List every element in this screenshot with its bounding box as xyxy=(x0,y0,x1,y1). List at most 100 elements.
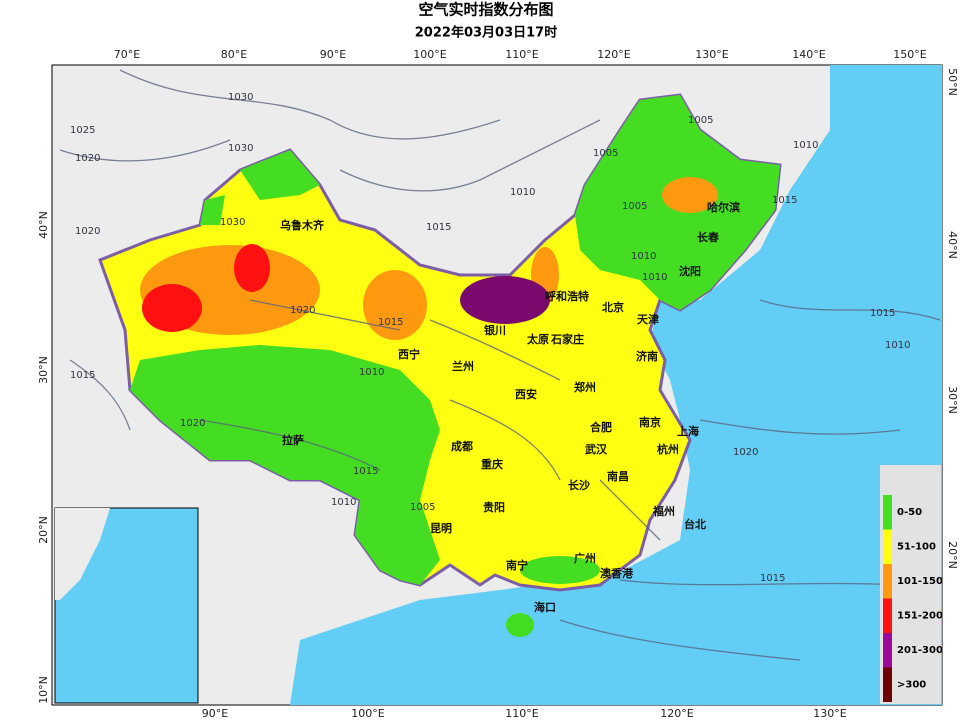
lat-label: 20°N xyxy=(37,516,50,544)
lat-label: 30°N xyxy=(946,386,959,414)
legend-label: >300 xyxy=(897,680,926,691)
isobar-label: 1005 xyxy=(688,115,713,126)
isobar-label: 1020 xyxy=(180,418,205,429)
isobar-label: 1010 xyxy=(631,251,656,262)
legend-swatch xyxy=(883,529,892,564)
city-label: 广州 xyxy=(574,551,596,565)
lat-label: 30°N xyxy=(37,356,50,384)
city-label: 呼和浩特 xyxy=(545,289,589,303)
lon-label: 130°E xyxy=(695,48,728,61)
city-label: 天津 xyxy=(637,312,659,326)
lon-label: 70°E xyxy=(114,48,140,61)
city-label: 贵阳 xyxy=(483,500,505,514)
lon-label: 140°E xyxy=(792,48,825,61)
legend-label: 101-150 xyxy=(897,576,943,587)
lon-label: 90°E xyxy=(320,48,346,61)
city-label: 合肥 xyxy=(590,420,612,434)
aqi-area xyxy=(662,177,718,213)
city-label: 福州 xyxy=(652,504,675,518)
lon-label: 120°E xyxy=(660,707,693,720)
city-label: 长春 xyxy=(697,230,720,244)
city-label: 南昌 xyxy=(607,469,629,483)
ocean xyxy=(290,65,942,705)
isobar-label: 1030 xyxy=(220,217,245,228)
isobar-label: 1015 xyxy=(870,308,895,319)
isobar-label: 1015 xyxy=(353,466,378,477)
city-label: 澳香港 xyxy=(600,566,634,580)
city-label: 北京 xyxy=(602,300,624,314)
isobar-label: 1010 xyxy=(793,140,818,151)
lon-label: 100°E xyxy=(413,48,446,61)
isobar-label: 1010 xyxy=(510,187,535,198)
legend-swatch xyxy=(883,667,892,702)
city-label: 银川 xyxy=(484,323,506,337)
city-label: 郑州 xyxy=(574,380,596,394)
aqi-area xyxy=(520,556,600,584)
isobar-label: 1005 xyxy=(622,201,647,212)
city-label: 长沙 xyxy=(568,478,590,492)
aqi-areas xyxy=(130,95,780,637)
isobar-label: 1005 xyxy=(410,502,435,513)
lon-label: 100°E xyxy=(351,707,384,720)
city-label: 昆明 xyxy=(430,522,452,535)
legend-label: 151-200 xyxy=(897,611,943,622)
legend-label: 51-100 xyxy=(897,542,936,553)
inset-land xyxy=(55,508,110,600)
lon-label: 110°E xyxy=(505,707,538,720)
aqi-area xyxy=(234,244,270,292)
city-label: 拉萨 xyxy=(282,433,304,447)
lat-label: 40°N xyxy=(946,231,959,259)
isobar-label: 1020 xyxy=(75,226,100,237)
legend-swatch xyxy=(883,564,892,599)
legend-label: 201-300 xyxy=(897,645,943,656)
isobar-label: 1015 xyxy=(378,317,403,328)
isobar-label: 1005 xyxy=(593,148,618,159)
city-label: 沈阳 xyxy=(679,264,701,278)
isobar-label: 1010 xyxy=(885,340,910,351)
city-labels: 乌鲁木齐 哈尔滨 长春 沈阳 呼和浩特 北京 天津 银川 太原 石家庄 西宁 兰… xyxy=(280,200,740,614)
isobar-label: 1010 xyxy=(359,367,384,378)
legend-swatch xyxy=(883,633,892,668)
isobar-label: 1015 xyxy=(772,195,797,206)
isobar-label: 1030 xyxy=(228,92,253,103)
aqi-area xyxy=(363,270,427,340)
lon-label: 110°E xyxy=(505,48,538,61)
lon-label: 80°E xyxy=(221,48,247,61)
isobar-label: 1020 xyxy=(75,153,100,164)
subtitle: 2022年03月03日17时 xyxy=(415,25,557,41)
isobar-label: 1010 xyxy=(331,497,356,508)
city-label: 石家庄 xyxy=(550,332,584,346)
isobar-labels: 1030 1025 1020 1030 1030 1020 1015 1010 … xyxy=(70,92,910,584)
aqi-area xyxy=(460,276,550,324)
city-label: 哈尔滨 xyxy=(707,200,740,214)
lon-label: 90°E xyxy=(202,707,228,720)
isobar-line xyxy=(199,299,661,541)
legend-label: 0-50 xyxy=(897,507,922,518)
city-label: 太原 xyxy=(526,332,549,346)
city-label: 武汉 xyxy=(585,442,608,456)
lon-label: 120°E xyxy=(597,48,630,61)
city-label: 杭州 xyxy=(657,442,679,456)
isobar-label: 1015 xyxy=(760,573,785,584)
isobar-label: 1020 xyxy=(733,447,758,458)
isobar-label: 1020 xyxy=(290,305,315,316)
city-label: 海口 xyxy=(534,600,556,614)
aqi-area xyxy=(506,613,534,637)
lon-label: 150°E xyxy=(893,48,926,61)
graticule-labels: 70°E 80°E 90°E 100°E 110°E 120°E 130°E 1… xyxy=(37,48,959,720)
lat-label: 50°N xyxy=(946,68,959,96)
isobar-label: 1025 xyxy=(70,125,95,136)
city-label: 南京 xyxy=(639,415,661,429)
city-label: 西宁 xyxy=(398,347,420,361)
aqi-area xyxy=(130,345,440,585)
title: 空气实时指数分布图 xyxy=(418,1,553,19)
map xyxy=(51,64,943,706)
city-label: 兰州 xyxy=(452,359,474,373)
lat-label: 20°N xyxy=(946,541,959,569)
city-label: 重庆 xyxy=(481,457,503,471)
lat-label: 40°N xyxy=(37,211,50,239)
city-label: 成都 xyxy=(451,439,473,453)
legend-swatch xyxy=(883,495,892,530)
city-label: 上海 xyxy=(677,424,699,438)
